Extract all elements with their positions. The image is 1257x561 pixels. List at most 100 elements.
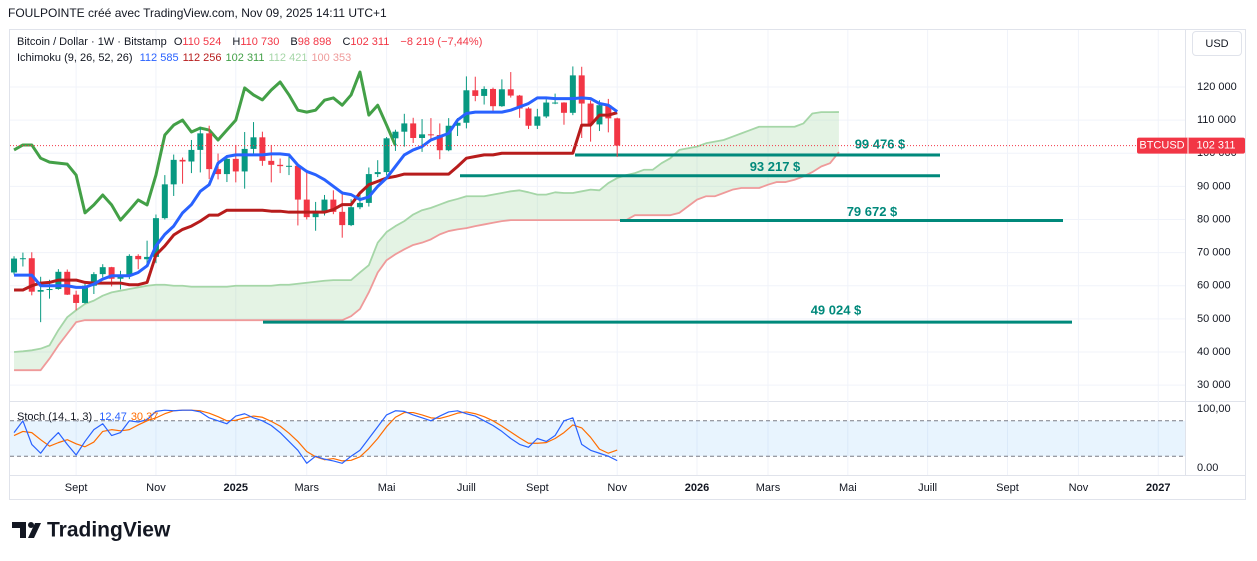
x-tick-label: Mai [378, 482, 396, 494]
x-tick-label: Sept [526, 482, 549, 494]
candle-body [215, 169, 222, 175]
candle-body [179, 159, 186, 162]
candle-body [286, 165, 293, 167]
currency-button[interactable]: USD [1192, 31, 1242, 56]
candle-body [339, 211, 346, 226]
y-tick-label: 60 000 [1197, 280, 1231, 292]
ohlc: O110 524 [174, 36, 226, 48]
x-tick-label: Juill [457, 482, 476, 494]
candle-body [135, 255, 142, 260]
candle-body [552, 102, 559, 104]
ohlc-value: 110 524 [182, 36, 222, 48]
candle-body [516, 95, 523, 109]
level-label: 49 024 $ [811, 303, 862, 318]
candle-body [11, 258, 18, 273]
x-tick-label: 2026 [685, 482, 709, 494]
ohlc-key: C [342, 36, 351, 48]
line [14, 111, 618, 292]
y-tick-label: 120 000 [1197, 81, 1237, 93]
indicator-value: 112 585 [139, 52, 179, 64]
symbol: Bitcoin / Dollar · 1W · Bitstamp [17, 36, 167, 48]
candle-body [330, 199, 337, 212]
candle-body [383, 138, 390, 173]
candle-body [277, 164, 284, 167]
y-tick-label: 110 000 [1197, 114, 1236, 126]
candle-body [73, 294, 80, 303]
candle-body [525, 108, 532, 126]
candle-body [401, 123, 408, 132]
candle-body [294, 165, 301, 200]
candle-body [498, 89, 505, 107]
price-tag-bg [1137, 137, 1245, 154]
indicator-name: Ichimoku (9, 26, 52, 26) [17, 52, 133, 64]
indicator-value: 112 421 [268, 52, 308, 64]
line [13, 111, 839, 353]
y-tick-label: 90 000 [1197, 180, 1231, 192]
y-tick-label: 70 000 [1197, 247, 1231, 259]
candle-body [108, 267, 115, 279]
candle-body [197, 133, 204, 150]
candle-body [427, 134, 434, 136]
indicator-value: 112 256 [182, 52, 222, 64]
indicator-value: 102 311 [225, 52, 265, 64]
level-label: 93 217 $ [750, 159, 801, 174]
stoch-value: 12,47 [99, 411, 127, 423]
y-tick-label: 100,00 [1197, 403, 1231, 415]
candle-body [144, 256, 151, 260]
candle-body [81, 285, 88, 303]
ohlc: C102 311 [342, 36, 393, 48]
candle-body [99, 267, 106, 275]
x-tick-label: Nov [1069, 482, 1089, 494]
candle-body [312, 210, 319, 218]
candle-body [250, 137, 257, 149]
candle-body [445, 125, 452, 151]
candle-body [392, 131, 399, 139]
caption: FOULPOINTE créé avec TradingView.com, No… [8, 6, 387, 20]
candle-body [303, 199, 310, 218]
ohlc: H110 730 [232, 36, 283, 48]
ohlc-key: O [173, 36, 183, 48]
candle-body [152, 218, 159, 257]
candle-body [463, 90, 470, 123]
logo-mark [12, 522, 26, 538]
indicator-legend: Ichimoku (9, 26, 52, 26) 112 585 112 256 1… [17, 51, 355, 65]
ohlc-value: 110 730 [240, 36, 280, 48]
stoch-value: 30,37 [130, 411, 159, 423]
candle-body [90, 274, 97, 286]
candle-body [126, 255, 133, 277]
y-tick-label: 0.00 [1197, 462, 1218, 474]
ohlc: B98 898 [290, 36, 335, 48]
candle-body [321, 199, 328, 211]
candle-body [64, 271, 71, 295]
candle-body [241, 148, 248, 172]
x-tick-label: Sept [65, 482, 88, 494]
candle-body [117, 276, 124, 279]
logo-mark [28, 523, 41, 538]
y-tick-label: 40 000 [1197, 346, 1231, 358]
candle-body [614, 118, 621, 146]
symbol-legend: Bitcoin / Dollar · 1W · Bitstamp O110 52… [17, 35, 486, 49]
frame [9, 29, 1246, 500]
y-tick-label: 50 000 [1197, 313, 1231, 325]
candle-body [356, 202, 363, 208]
ohlc-value: 98 898 [297, 36, 332, 48]
candle-body [188, 149, 195, 162]
x-tick-label: Juill [918, 482, 937, 494]
candle-body [605, 105, 612, 119]
level-label: 79 672 $ [847, 204, 898, 219]
candle-body [490, 88, 497, 107]
candle-body [578, 75, 585, 104]
candle-body [223, 158, 230, 175]
x-tick-label: 2027 [1146, 482, 1170, 494]
candle-body [19, 258, 26, 260]
x-tick-label: Sept [996, 482, 1019, 494]
candle-body [454, 122, 461, 126]
stoch-band [10, 420, 1185, 457]
candle-body [365, 174, 372, 203]
candle-body [348, 207, 355, 226]
candle-body [472, 90, 479, 96]
line [14, 96, 619, 289]
x-tick-label: 2025 [224, 482, 248, 494]
